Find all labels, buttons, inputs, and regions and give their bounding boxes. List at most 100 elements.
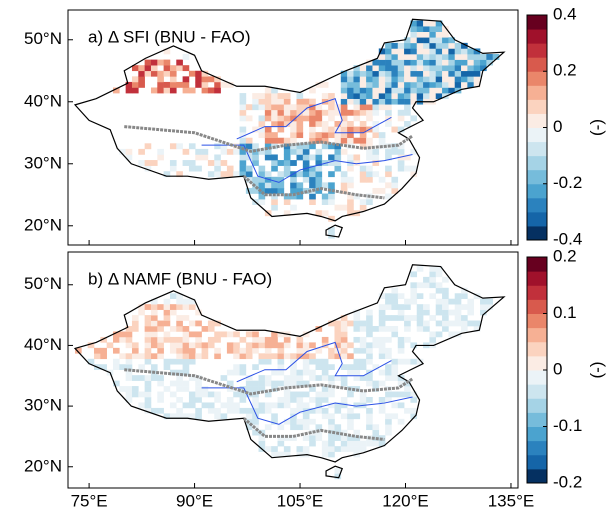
map-cell	[359, 204, 367, 211]
map-cell	[397, 93, 405, 99]
map-cell	[264, 375, 272, 381]
map-cell	[87, 342, 95, 349]
map-cell	[397, 315, 405, 321]
map-cell	[334, 126, 342, 133]
map-cell	[397, 391, 405, 398]
map-cell	[442, 320, 449, 327]
map-cell	[182, 76, 190, 83]
map-cell	[454, 81, 462, 88]
map-cell	[302, 402, 310, 409]
map-cell	[131, 386, 139, 392]
map-cell	[461, 320, 468, 327]
map-cell	[353, 364, 361, 370]
map-cell	[239, 143, 247, 150]
map-cell	[296, 120, 304, 127]
map-cell	[214, 143, 221, 150]
map-cell	[214, 165, 221, 172]
map-cell	[150, 304, 158, 310]
map-cell	[378, 396, 386, 403]
map-cell	[188, 353, 196, 360]
map-cell	[264, 87, 272, 94]
map-cell	[334, 336, 342, 343]
map-cell	[353, 126, 361, 133]
colorbar-swatch	[527, 183, 547, 199]
map-cell	[321, 396, 329, 403]
map-cell	[385, 54, 392, 60]
map-cell	[467, 298, 475, 305]
map-cell	[359, 81, 367, 88]
map-cell	[157, 396, 164, 403]
map-cell	[353, 429, 361, 436]
map-cell	[182, 358, 190, 365]
map-cell	[340, 402, 348, 409]
map-cell	[435, 298, 443, 305]
map-cell	[321, 199, 329, 205]
map-cell	[296, 407, 304, 414]
map-cell	[366, 65, 373, 72]
map-cell	[473, 326, 481, 332]
map-cell	[302, 413, 310, 420]
map-cell	[315, 81, 323, 88]
lat-tick-label: 40°N	[24, 91, 62, 110]
map-cell	[359, 76, 367, 83]
basin-boundary	[242, 175, 385, 200]
map-cell	[467, 65, 475, 72]
map-cell	[188, 413, 196, 420]
map-cell	[454, 48, 462, 55]
map-cell	[442, 326, 449, 332]
map-cell	[283, 165, 291, 172]
map-cell	[448, 331, 456, 338]
map-cell	[226, 148, 234, 155]
map-cell	[163, 65, 171, 72]
map-cell	[309, 115, 316, 122]
map-cell	[258, 165, 266, 172]
map-cell	[429, 336, 437, 343]
map-cell	[290, 391, 297, 398]
map-cell	[454, 320, 462, 327]
map-cell	[473, 48, 481, 55]
map-cell	[385, 193, 392, 200]
colorbar-swatch	[527, 355, 547, 371]
map-cell	[461, 293, 468, 300]
map-cell	[94, 347, 101, 354]
map-cell	[378, 137, 386, 144]
map-cell	[214, 347, 221, 354]
map-cell	[347, 98, 354, 105]
map-cell	[372, 120, 380, 127]
map-cell	[328, 353, 335, 360]
map-cell	[372, 160, 380, 166]
map-cell	[435, 26, 443, 33]
map-cell	[347, 391, 354, 398]
map-cell	[226, 81, 234, 88]
map-cell	[201, 87, 209, 94]
map-cell	[359, 391, 367, 398]
lat-tick-label: 50°N	[24, 274, 62, 293]
map-cell	[340, 176, 348, 183]
map-cell	[423, 48, 430, 55]
map-cell	[144, 358, 152, 365]
map-cell	[353, 115, 361, 122]
map-cell	[473, 81, 481, 88]
map-cell	[442, 37, 449, 44]
map-cell	[302, 435, 310, 441]
map-cell	[233, 342, 240, 349]
map-cell	[296, 402, 304, 409]
map-cell	[283, 109, 291, 116]
map-cell	[239, 126, 247, 133]
map-cell	[340, 396, 348, 403]
map-cell	[391, 326, 399, 332]
map-cell	[131, 65, 139, 72]
map-cell	[404, 358, 411, 365]
map-cell	[271, 176, 278, 183]
map-cell	[296, 418, 304, 425]
map-cell	[245, 115, 253, 122]
map-cell	[296, 375, 304, 381]
map-cell	[195, 396, 202, 403]
map-cell	[359, 109, 367, 116]
map-cell	[309, 182, 316, 189]
map-cell	[252, 176, 259, 183]
map-cell	[328, 413, 335, 420]
colorbar-tick-label: 0.4	[553, 4, 577, 23]
map-cell	[397, 76, 405, 83]
map-cell	[113, 380, 120, 387]
